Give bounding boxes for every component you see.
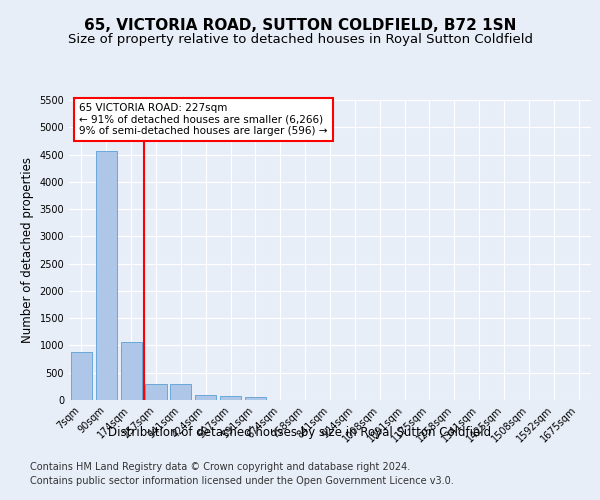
Bar — [121, 342, 142, 400]
Text: Contains HM Land Registry data © Crown copyright and database right 2024.: Contains HM Land Registry data © Crown c… — [30, 462, 410, 472]
Bar — [71, 352, 92, 400]
Bar — [96, 152, 117, 400]
Bar — [195, 395, 216, 400]
Text: Contains public sector information licensed under the Open Government Licence v3: Contains public sector information licen… — [30, 476, 454, 486]
Bar — [220, 396, 241, 400]
Text: 65, VICTORIA ROAD, SUTTON COLDFIELD, B72 1SN: 65, VICTORIA ROAD, SUTTON COLDFIELD, B72… — [84, 18, 516, 32]
Bar — [170, 384, 191, 400]
Bar — [145, 384, 167, 400]
Text: Distribution of detached houses by size in Royal Sutton Coldfield: Distribution of detached houses by size … — [109, 426, 491, 439]
Bar — [245, 397, 266, 400]
Text: 65 VICTORIA ROAD: 227sqm
← 91% of detached houses are smaller (6,266)
9% of semi: 65 VICTORIA ROAD: 227sqm ← 91% of detach… — [79, 103, 328, 136]
Y-axis label: Number of detached properties: Number of detached properties — [21, 157, 34, 343]
Text: Size of property relative to detached houses in Royal Sutton Coldfield: Size of property relative to detached ho… — [67, 32, 533, 46]
